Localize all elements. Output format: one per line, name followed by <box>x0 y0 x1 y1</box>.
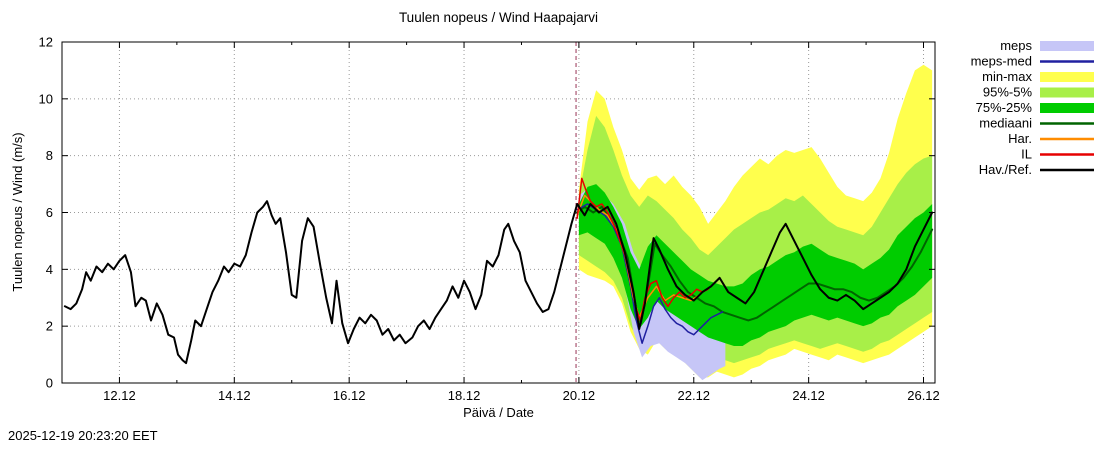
legend-label: Har. <box>1008 131 1032 146</box>
legend-label: min-max <box>982 69 1032 84</box>
legend-label: meps-med <box>971 54 1032 69</box>
y-tick-labels: 0 2 4 6 8 10 12 <box>39 35 53 391</box>
legend-item-mediaani: mediaani <box>979 116 1094 131</box>
svg-text:12: 12 <box>39 35 53 50</box>
legend-label: mediaani <box>979 116 1032 131</box>
svg-text:10: 10 <box>39 91 53 106</box>
legend-item-har: Har. <box>1008 131 1094 146</box>
legend: mepsmeps-medmin-max95%-5%75%-25%mediaani… <box>971 38 1094 177</box>
legend-swatch-95-5 <box>1040 87 1094 98</box>
legend-item-hav-ref: Hav./Ref. <box>979 162 1094 177</box>
svg-text:2: 2 <box>46 319 53 334</box>
svg-text:8: 8 <box>46 148 53 163</box>
svg-text:14.12: 14.12 <box>218 388 251 403</box>
forecast-bands <box>578 64 933 381</box>
legend-item-min-max: min-max <box>982 69 1094 84</box>
legend-swatch-min-max <box>1040 72 1094 82</box>
svg-text:0: 0 <box>46 376 53 391</box>
svg-text:12.12: 12.12 <box>103 388 136 403</box>
line-hav-ref <box>63 200 934 365</box>
legend-label: Hav./Ref. <box>979 162 1032 177</box>
svg-text:26.12: 26.12 <box>907 388 940 403</box>
legend-label: IL <box>1021 147 1032 162</box>
legend-swatch-75-25 <box>1040 103 1094 113</box>
legend-item-95-5: 95%-5% <box>983 85 1094 100</box>
line-meps-med <box>576 203 724 344</box>
svg-text:6: 6 <box>46 205 53 220</box>
legend-swatch-meps <box>1040 41 1094 51</box>
chart-lines <box>63 177 934 365</box>
svg-text:18.12: 18.12 <box>448 388 481 403</box>
svg-text:20.12: 20.12 <box>563 388 596 403</box>
chart-title: Tuulen nopeus / Wind Haapajarvi <box>398 10 599 25</box>
legend-label: 95%-5% <box>983 85 1033 100</box>
legend-item-meps-med: meps-med <box>971 54 1094 69</box>
svg-text:22.12: 22.12 <box>678 388 711 403</box>
svg-text:24.12: 24.12 <box>792 388 825 403</box>
x-axis-label: Päivä / Date <box>463 405 534 420</box>
legend-label: 75%-25% <box>976 100 1033 115</box>
axis-ticks <box>61 41 935 384</box>
svg-text:16.12: 16.12 <box>333 388 366 403</box>
y-axis-label: Tuulen nopeus / Wind (m/s) <box>10 132 25 292</box>
legend-item-meps: meps <box>1000 38 1094 53</box>
legend-item-75-25: 75%-25% <box>976 100 1094 115</box>
legend-item-il: IL <box>1021 147 1094 162</box>
svg-text:4: 4 <box>46 262 53 277</box>
legend-label: meps <box>1000 38 1032 53</box>
x-tick-labels: 12.12 14.12 16.12 18.12 20.12 22.12 24.12 26.12 <box>103 388 940 403</box>
generation-timestamp: 2025-12-19 20:23:20 EET <box>8 428 158 443</box>
